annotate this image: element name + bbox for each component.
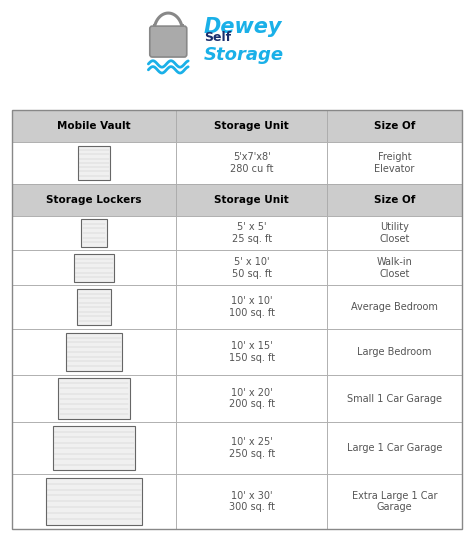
Bar [81, 219, 107, 247]
FancyBboxPatch shape [150, 26, 187, 57]
Text: Size Of: Size Of [374, 121, 415, 131]
Text: Walk-in
Closet: Walk-in Closet [377, 257, 412, 279]
Text: Self: Self [204, 31, 231, 44]
Bar [176, 142, 327, 184]
Bar [176, 474, 327, 529]
Text: Freight
Elevator: Freight Elevator [374, 152, 415, 174]
Bar [74, 254, 114, 281]
Text: 10' x 10'
100 sq. ft: 10' x 10' 100 sq. ft [228, 296, 274, 318]
Bar [12, 142, 176, 184]
Bar [327, 251, 462, 285]
Text: Mobile Vault: Mobile Vault [57, 121, 131, 131]
Bar [66, 333, 122, 371]
Text: Extra Large 1 Car
Garage: Extra Large 1 Car Garage [352, 490, 438, 512]
Text: Small 1 Car Garage: Small 1 Car Garage [347, 393, 442, 403]
Bar [12, 329, 176, 375]
Bar [176, 215, 327, 251]
Text: Dewey: Dewey [204, 17, 283, 37]
Bar [12, 375, 176, 422]
Text: 10' x 25'
250 sq. ft: 10' x 25' 250 sq. ft [228, 438, 275, 459]
Bar [176, 110, 327, 142]
Bar [12, 215, 176, 251]
Bar [327, 285, 462, 329]
Bar [176, 251, 327, 285]
Text: 5' x 5'
25 sq. ft: 5' x 5' 25 sq. ft [232, 222, 272, 244]
Bar [12, 474, 176, 529]
Bar [176, 329, 327, 375]
Bar [176, 422, 327, 474]
Text: Storage: Storage [204, 46, 284, 64]
Bar [327, 329, 462, 375]
Text: 10' x 15'
150 sq. ft: 10' x 15' 150 sq. ft [228, 341, 275, 362]
Bar [12, 110, 176, 142]
Bar [327, 110, 462, 142]
Text: Size Of: Size Of [374, 195, 415, 205]
Text: Storage Unit: Storage Unit [214, 121, 289, 131]
Bar [327, 142, 462, 184]
Bar [12, 184, 176, 215]
Bar [327, 474, 462, 529]
Text: 10' x 30'
300 sq. ft: 10' x 30' 300 sq. ft [228, 490, 274, 512]
Bar [58, 378, 130, 418]
Bar [12, 110, 462, 529]
Bar [327, 215, 462, 251]
Bar [12, 422, 176, 474]
Bar [327, 375, 462, 422]
Bar [53, 426, 135, 470]
Text: Average Bedroom: Average Bedroom [351, 302, 438, 312]
Bar [77, 289, 111, 325]
Text: 5'x7'x8'
280 cu ft: 5'x7'x8' 280 cu ft [230, 152, 273, 174]
Bar [327, 422, 462, 474]
Bar [12, 251, 176, 285]
Bar [12, 285, 176, 329]
Text: Large Bedroom: Large Bedroom [357, 347, 432, 357]
Text: Large 1 Car Garage: Large 1 Car Garage [347, 443, 442, 453]
Bar [327, 184, 462, 215]
Bar [176, 375, 327, 422]
Bar [46, 478, 142, 525]
Text: 5' x 10'
50 sq. ft: 5' x 10' 50 sq. ft [232, 257, 272, 279]
Bar [176, 184, 327, 215]
Text: 10' x 20'
200 sq. ft: 10' x 20' 200 sq. ft [228, 387, 275, 409]
Text: Utility
Closet: Utility Closet [379, 222, 410, 244]
Bar [176, 285, 327, 329]
Text: Storage Lockers: Storage Lockers [46, 195, 142, 205]
Text: Storage Unit: Storage Unit [214, 195, 289, 205]
Bar [78, 146, 110, 180]
